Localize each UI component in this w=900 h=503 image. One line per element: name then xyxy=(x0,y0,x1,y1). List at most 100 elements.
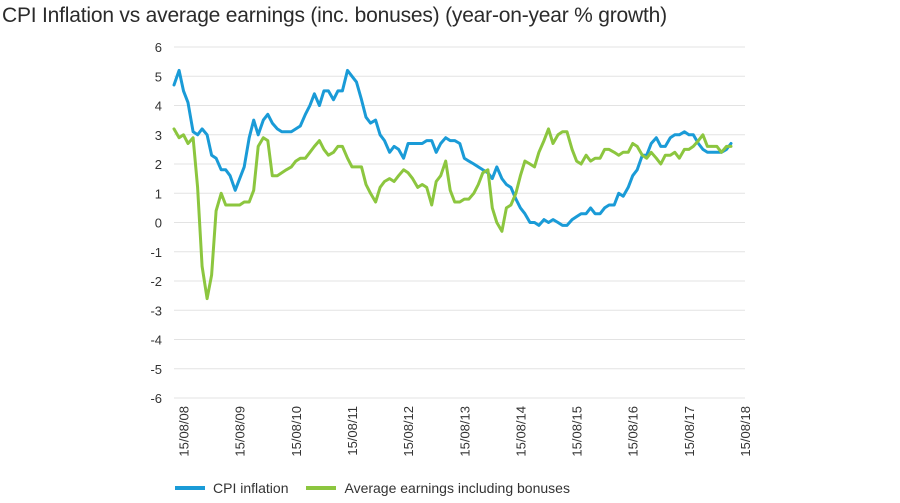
data-point xyxy=(192,131,194,133)
series-line xyxy=(172,127,733,301)
data-point xyxy=(674,151,676,153)
data-point xyxy=(229,175,231,177)
data-point xyxy=(473,163,475,165)
data-point xyxy=(337,145,339,147)
data-point xyxy=(187,142,189,145)
data-point xyxy=(426,140,428,142)
data-point xyxy=(468,198,470,200)
data-point xyxy=(327,154,329,156)
data-point xyxy=(608,148,610,150)
data-point xyxy=(552,219,554,221)
data-point xyxy=(576,160,578,162)
data-point xyxy=(299,125,301,127)
data-point xyxy=(650,142,652,145)
data-point xyxy=(599,213,601,215)
x-tick-label: 15/08/18 xyxy=(738,406,753,457)
data-point xyxy=(332,151,335,153)
data-point xyxy=(655,157,657,159)
data-point xyxy=(304,157,306,159)
data-point xyxy=(360,99,363,101)
data-point xyxy=(267,140,269,142)
data-point xyxy=(501,178,503,180)
data-point xyxy=(365,116,367,118)
data-point xyxy=(491,178,493,180)
data-point xyxy=(369,122,372,124)
data-point xyxy=(313,93,315,95)
data-point xyxy=(552,142,554,145)
data-point xyxy=(519,175,522,177)
data-point xyxy=(566,224,568,226)
data-point xyxy=(730,142,732,145)
data-point xyxy=(412,178,414,180)
data-point xyxy=(417,142,419,145)
legend-item-cpi-inflation: CPI inflation xyxy=(175,480,288,496)
data-point xyxy=(664,154,666,156)
data-point xyxy=(725,145,728,147)
data-point xyxy=(547,128,550,130)
data-point xyxy=(346,157,349,159)
data-point xyxy=(271,122,273,124)
data-point xyxy=(206,298,208,300)
data-point xyxy=(211,154,213,156)
data-point xyxy=(449,140,451,142)
data-point xyxy=(580,163,582,165)
data-point xyxy=(295,160,297,162)
data-point xyxy=(632,175,634,177)
data-point xyxy=(608,204,610,206)
data-point xyxy=(538,151,540,153)
grid-lines xyxy=(174,46,745,399)
data-point xyxy=(412,142,414,145)
data-point xyxy=(201,265,203,267)
data-point xyxy=(510,186,512,188)
data-point xyxy=(318,140,320,142)
data-point xyxy=(417,186,419,188)
data-point xyxy=(341,90,343,92)
data-point xyxy=(351,75,353,77)
data-point xyxy=(477,183,479,186)
data-point xyxy=(674,134,676,136)
data-point xyxy=(239,204,241,206)
data-point xyxy=(459,201,461,203)
data-point xyxy=(431,204,433,206)
data-point xyxy=(515,192,517,194)
data-point xyxy=(622,151,624,153)
data-point xyxy=(543,140,545,142)
y-tick-label: 6 xyxy=(155,40,162,55)
data-point xyxy=(473,192,475,194)
data-point xyxy=(341,145,343,147)
legend-swatch-cpi-inflation xyxy=(175,486,205,490)
data-point xyxy=(248,201,250,203)
y-tick-label: 4 xyxy=(155,99,162,114)
data-point xyxy=(627,186,629,188)
data-point xyxy=(510,204,512,206)
data-point xyxy=(215,157,217,159)
data-point xyxy=(482,169,484,171)
series-cpi-inflation xyxy=(172,68,733,227)
data-point xyxy=(403,169,405,171)
data-point xyxy=(304,113,306,115)
data-point xyxy=(440,175,442,177)
data-point xyxy=(683,148,686,150)
data-point xyxy=(309,151,311,153)
data-point xyxy=(318,104,320,107)
data-point xyxy=(669,137,671,139)
data-point xyxy=(459,142,461,145)
data-point xyxy=(332,99,335,101)
data-point xyxy=(173,84,175,86)
data-point xyxy=(337,90,339,92)
data-point xyxy=(664,145,666,147)
data-point xyxy=(435,151,437,153)
data-point xyxy=(561,131,564,133)
data-point xyxy=(243,201,245,203)
data-point xyxy=(692,145,694,147)
data-point xyxy=(393,145,395,147)
data-point xyxy=(590,207,592,209)
data-point xyxy=(650,151,652,153)
data-point xyxy=(449,189,451,191)
data-point xyxy=(351,166,353,168)
data-point xyxy=(463,198,465,200)
data-point xyxy=(618,154,620,156)
x-tick-label: 15/08/09 xyxy=(233,406,248,457)
data-point xyxy=(426,186,428,188)
data-point xyxy=(599,157,601,159)
